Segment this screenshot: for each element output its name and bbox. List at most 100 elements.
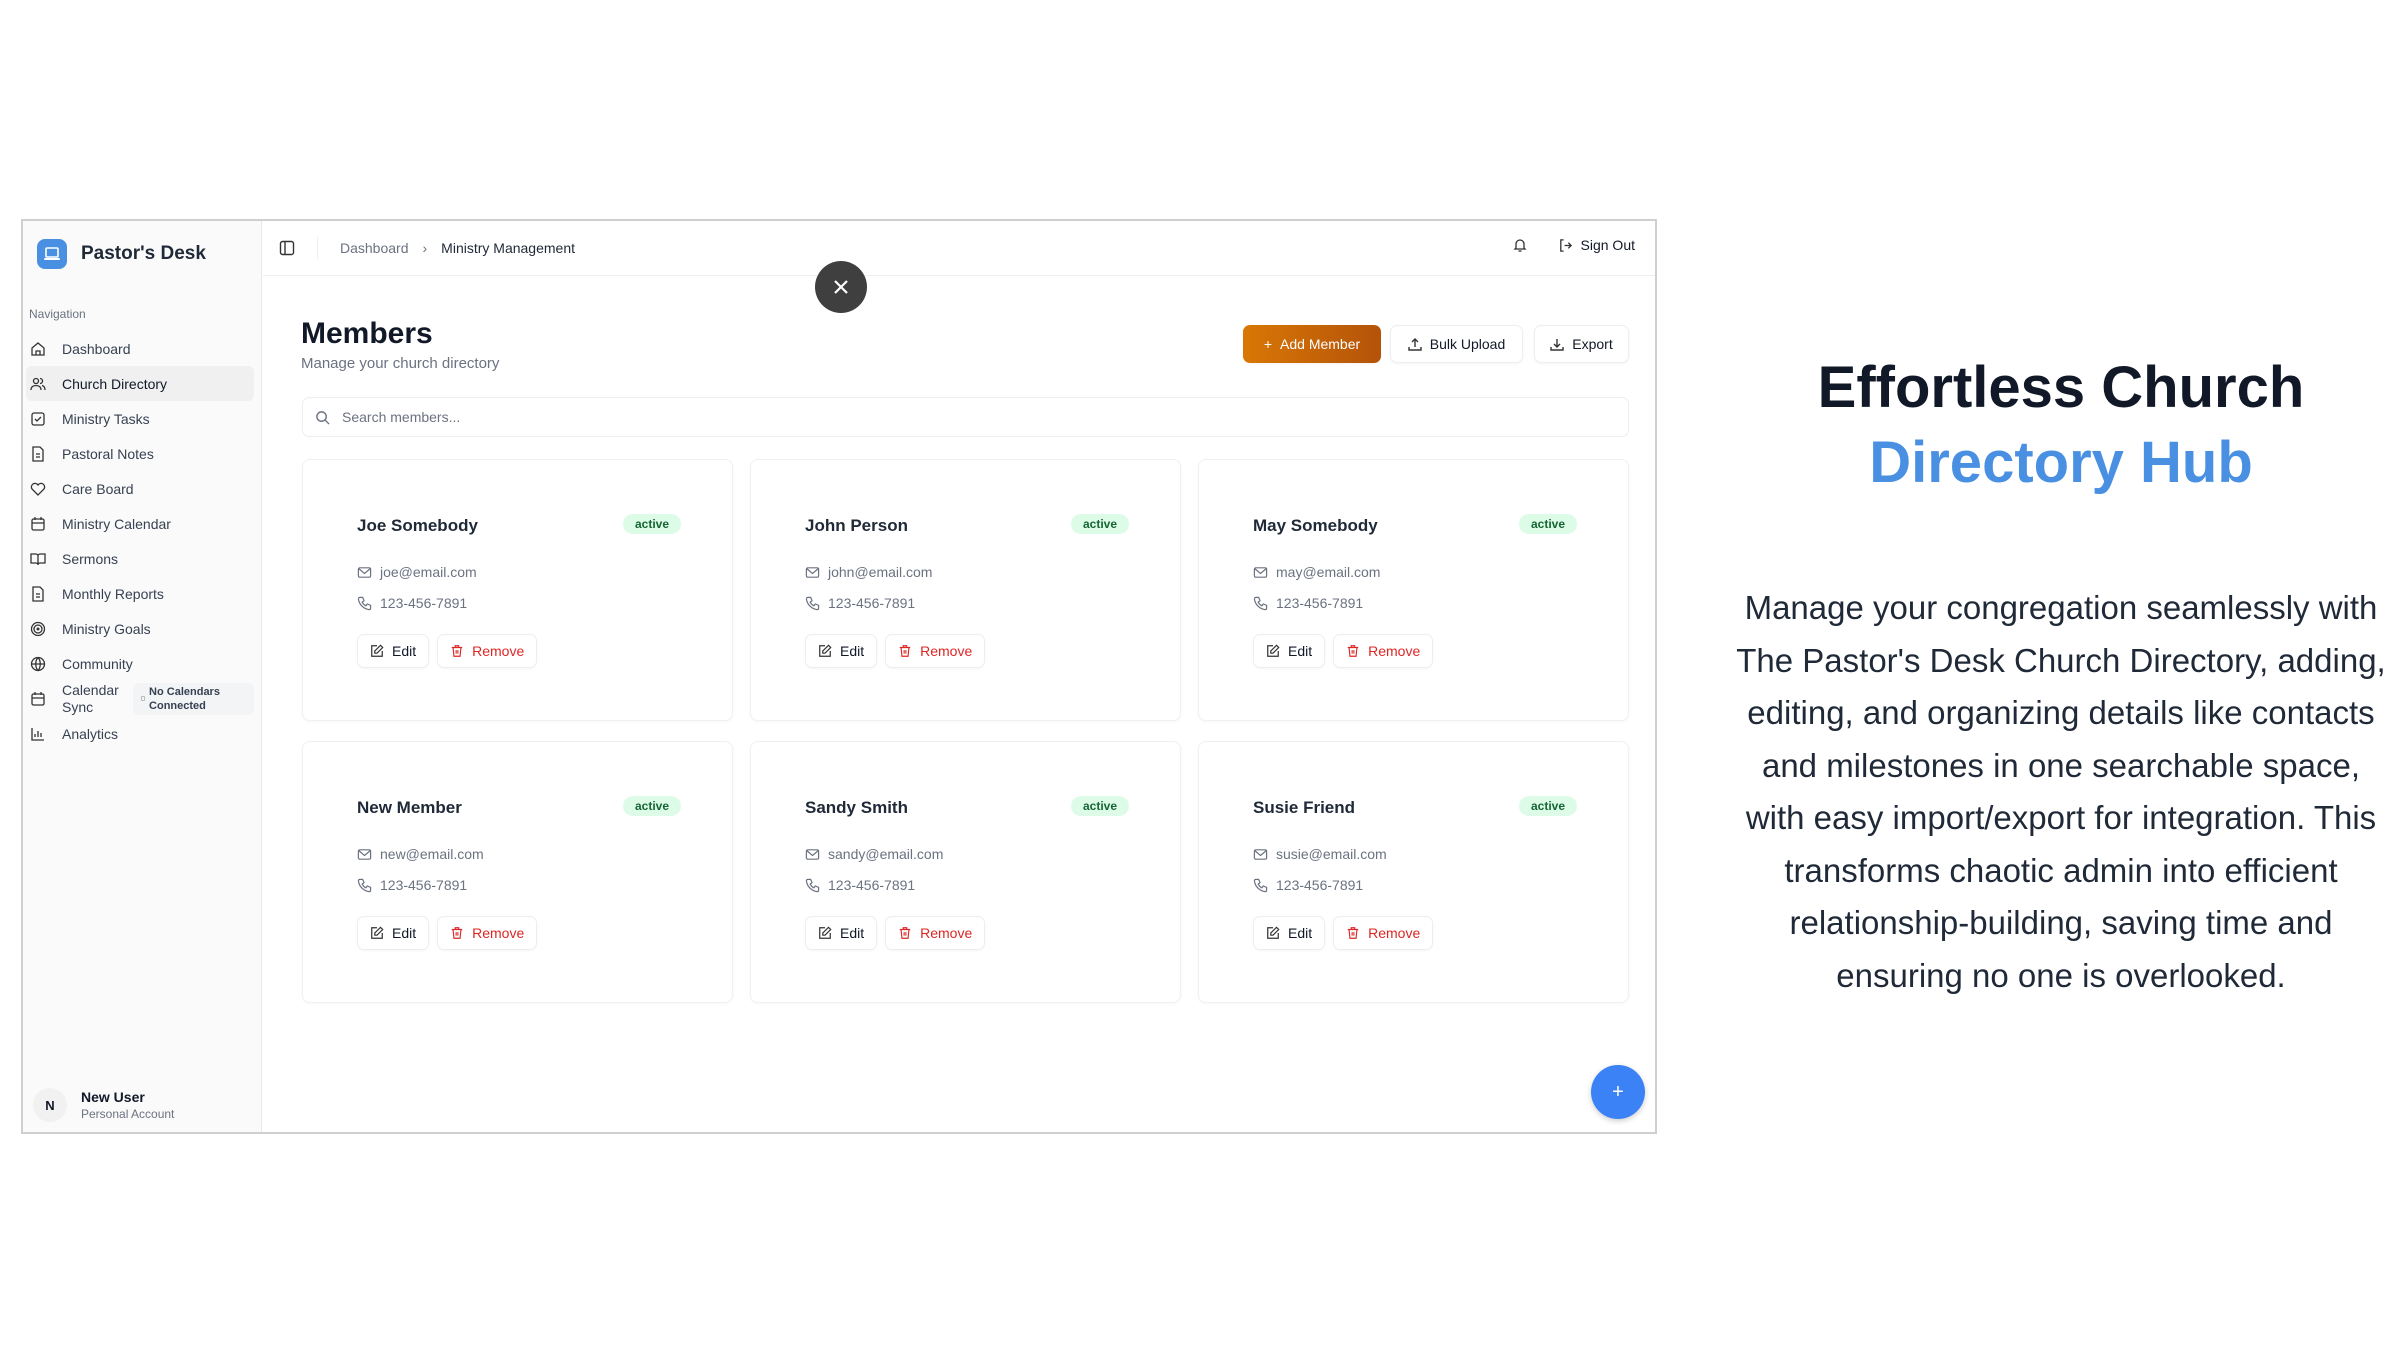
sidebar-item-ministry-tasks[interactable]: Ministry Tasks: [26, 401, 254, 436]
edit-button[interactable]: Edit: [1253, 634, 1326, 668]
sidebar-item-analytics[interactable]: Analytics: [26, 716, 254, 751]
remove-button[interactable]: Remove: [1333, 916, 1434, 950]
remove-button[interactable]: Remove: [885, 916, 986, 950]
export-label: Export: [1572, 336, 1613, 352]
user-account-type: Personal Account: [81, 1107, 175, 1121]
download-icon: [1550, 339, 1564, 351]
member-card: May Somebody active may@email.com 123-45…: [1198, 459, 1629, 721]
upload-icon: [1408, 338, 1422, 351]
bar-chart-icon: [31, 727, 44, 741]
brand-name: Pastor's Desk: [81, 243, 206, 264]
sidebar-item-care-board[interactable]: Care Board: [26, 471, 254, 506]
sidebar-item-label: Church Directory: [62, 375, 168, 392]
edit-button[interactable]: Edit: [1253, 916, 1326, 950]
member-card: John Person active john@email.com 123-45…: [750, 459, 1181, 721]
member-phone: 123-456-7891: [805, 877, 915, 893]
edit-icon: [1267, 926, 1280, 939]
brand[interactable]: Pastor's Desk: [37, 239, 206, 269]
edit-label: Edit: [1288, 643, 1313, 659]
member-phone-text: 123-456-7891: [1276, 595, 1364, 611]
remove-button[interactable]: Remove: [1333, 634, 1434, 668]
edit-label: Edit: [392, 643, 417, 659]
search-icon: [316, 410, 330, 425]
home-icon: [31, 341, 45, 356]
plus-icon: +: [1263, 336, 1273, 352]
bulk-upload-button[interactable]: Bulk Upload: [1390, 325, 1523, 363]
sidebar-item-label: Ministry Tasks: [62, 410, 150, 427]
sidebar-item-calendar-sync[interactable]: Calendar Sync No Calendars Connected: [26, 681, 254, 716]
member-card: Joe Somebody active joe@email.com 123-45…: [302, 459, 733, 721]
member-email-text: new@email.com: [380, 846, 484, 862]
log-out-icon: [1559, 238, 1572, 252]
edit-button[interactable]: Edit: [805, 916, 878, 950]
calendar-icon: [31, 516, 45, 531]
remove-button[interactable]: Remove: [885, 634, 986, 668]
member-email-text: may@email.com: [1276, 564, 1381, 580]
member-card: Sandy Smith active sandy@email.com 123-4…: [750, 741, 1181, 1003]
trash-icon: [451, 927, 463, 939]
calendar-sync-status: No Calendars Connected: [149, 685, 220, 712]
sidebar-item-dashboard[interactable]: Dashboard: [26, 331, 254, 366]
sidebar-item-ministry-goals[interactable]: Ministry Goals: [26, 611, 254, 646]
sidebar-item-ministry-calendar[interactable]: Ministry Calendar: [26, 506, 254, 541]
export-button[interactable]: Export: [1534, 325, 1629, 363]
member-email: susie@email.com: [1253, 846, 1387, 862]
floating-add-button[interactable]: +: [1591, 1065, 1645, 1119]
sidebar-item-label: Analytics: [62, 725, 119, 742]
sidebar-item-pastoral-notes[interactable]: Pastoral Notes: [26, 436, 254, 471]
status-badge: active: [623, 514, 682, 534]
member-email: john@email.com: [805, 564, 932, 580]
sign-out-button[interactable]: Sign Out: [1558, 237, 1635, 253]
phone-icon: [1253, 596, 1268, 610]
edit-icon: [371, 926, 384, 939]
mail-icon: [805, 848, 820, 860]
member-email-text: susie@email.com: [1276, 846, 1387, 862]
edit-label: Edit: [392, 925, 417, 941]
status-badge: active: [1071, 796, 1130, 816]
search-input[interactable]: Search members...: [302, 397, 1629, 437]
breadcrumb-current: Ministry Management: [441, 240, 575, 256]
member-name: Joe Somebody: [357, 516, 478, 535]
bell-icon[interactable]: [1512, 237, 1528, 253]
mail-icon: [1253, 848, 1268, 860]
globe-icon: [30, 656, 46, 671]
status-badge: active: [1071, 514, 1130, 534]
sidebar-item-sermons[interactable]: Sermons: [26, 541, 254, 576]
member-name: Susie Friend: [1253, 798, 1356, 817]
member-email-text: john@email.com: [828, 564, 933, 580]
sidebar-toggle-icon[interactable]: [279, 240, 295, 256]
calendar-sync-status-badge: No Calendars Connected: [132, 682, 254, 715]
sidebar-nav: Dashboard Church Directory Ministry Tasks P…: [26, 331, 254, 751]
book-icon: [30, 552, 46, 565]
remove-button[interactable]: Remove: [437, 916, 538, 950]
add-member-label: Add Member: [1280, 336, 1361, 352]
breadcrumb-dashboard[interactable]: Dashboard: [340, 240, 409, 256]
edit-button[interactable]: Edit: [357, 634, 430, 668]
edit-button[interactable]: Edit: [805, 634, 878, 668]
search-placeholder: Search members...: [342, 409, 461, 425]
edit-button[interactable]: Edit: [357, 916, 430, 950]
sidebar-item-community[interactable]: Community: [26, 646, 254, 681]
phone-icon: [805, 878, 820, 892]
edit-icon: [371, 644, 384, 657]
member-phone-text: 123-456-7891: [380, 595, 468, 611]
member-phone-text: 123-456-7891: [828, 595, 916, 611]
sidebar: Pastor's Desk Navigation Dashboard Church…: [23, 221, 262, 1132]
member-phone: 123-456-7891: [357, 595, 467, 611]
sidebar-item-label: Calendar Sync: [62, 681, 119, 715]
close-button[interactable]: [815, 261, 867, 313]
trash-icon: [899, 645, 911, 657]
file-icon: [32, 445, 44, 462]
remove-label: Remove: [1368, 643, 1421, 659]
add-member-button[interactable]: + Add Member: [1243, 325, 1381, 363]
chevron-right-icon: ›: [422, 240, 428, 256]
sidebar-item-church-directory[interactable]: Church Directory: [26, 366, 254, 401]
remove-label: Remove: [920, 925, 973, 941]
target-icon: [30, 621, 46, 636]
sidebar-item-monthly-reports[interactable]: Monthly Reports: [26, 576, 254, 611]
phone-icon: [805, 596, 820, 610]
remove-button[interactable]: Remove: [437, 634, 538, 668]
heart-icon: [30, 482, 46, 496]
mail-icon: [357, 566, 372, 578]
user-profile[interactable]: N New User Personal Account: [33, 1088, 174, 1122]
